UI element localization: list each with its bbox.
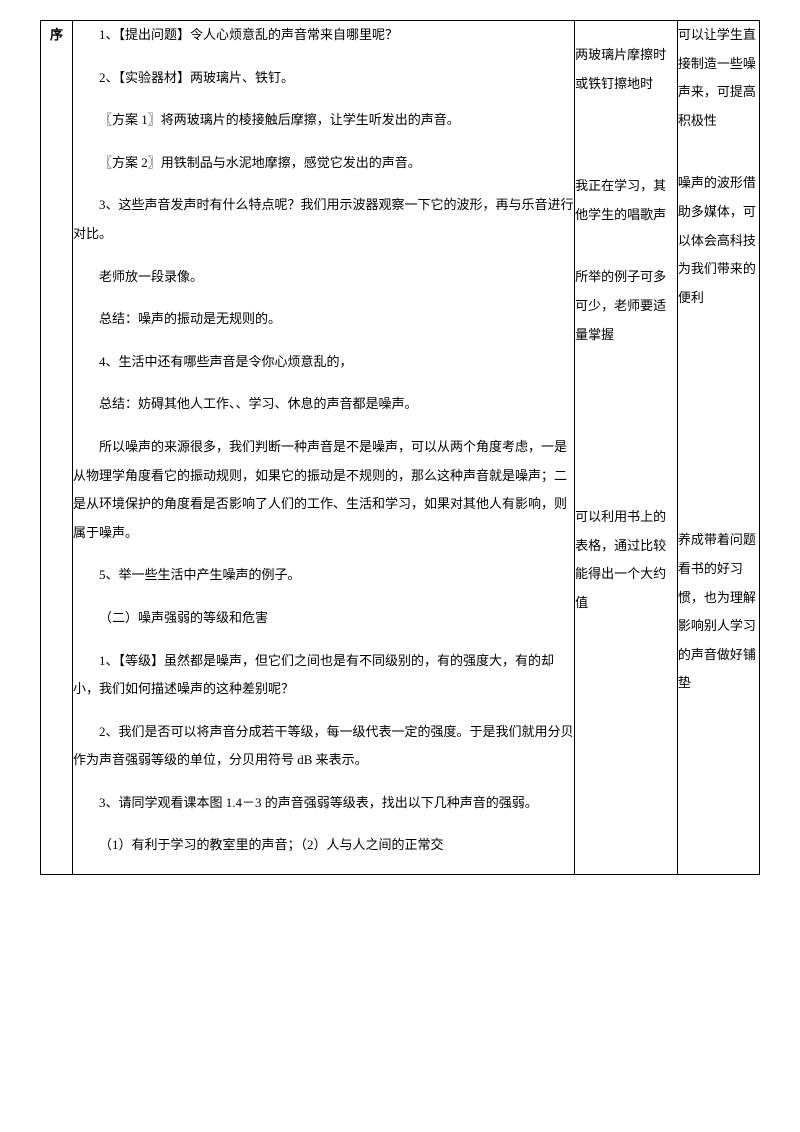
- row-header-cell: 序: [41, 21, 73, 875]
- lesson-plan-table: 序 1、【提出问题】令人心烦意乱的声音常来自哪里呢？ 2、【实验器材】两玻璃片、…: [40, 20, 760, 875]
- paragraph: 总结：噪声的振动是无规则的。: [73, 305, 574, 334]
- activity-note: 可以利用书上的表格，通过比较能得出一个大约值: [575, 503, 677, 617]
- row-header-text: 序: [50, 27, 63, 42]
- paragraph: 3、这些声音发声时有什么特点呢？我们用示波器观察一下它的波形，再与乐音进行对比。: [73, 191, 574, 248]
- activity-cell: 两玻璃片摩擦时或铁钉擦地时 我正在学习，其他学生的唱歌声 所举的例子可多可少，老…: [575, 21, 678, 875]
- activity-note: 所举的例子可多可少，老师要适量掌握: [575, 263, 677, 349]
- paragraph: 3、请同学观看课本图 1.4－3 的声音强弱等级表，找出以下几种声音的强弱。: [73, 789, 574, 818]
- remark-note: 噪声的波形借助多媒体，可以体会高科技为我们带来的便利: [678, 169, 759, 312]
- remark-note: 养成带着问题看书的好习惯，也为理解影响别人学习的声音做好铺垫: [678, 526, 759, 698]
- paragraph: 1、【提出问题】令人心烦意乱的声音常来自哪里呢？: [73, 21, 574, 50]
- paragraph: 4、生活中还有哪些声音是令你心烦意乱的，: [73, 348, 574, 377]
- paragraph: 2、【实验器材】两玻璃片、铁钉。: [73, 64, 574, 93]
- paragraph: 所以噪声的来源很多，我们判断一种声音是不是噪声，可以从两个角度考虑，一是从物理学…: [73, 433, 574, 547]
- remark-note: 可以让学生直接制造一些噪声来，可提高积极性: [678, 21, 759, 135]
- main-content-cell: 1、【提出问题】令人心烦意乱的声音常来自哪里呢？ 2、【实验器材】两玻璃片、铁钉…: [72, 21, 574, 875]
- section-heading: （二）噪声强弱的等级和危害: [73, 604, 574, 633]
- table-row: 序 1、【提出问题】令人心烦意乱的声音常来自哪里呢？ 2、【实验器材】两玻璃片、…: [41, 21, 760, 875]
- paragraph: 1、【等级】虽然都是噪声，但它们之间也是有不同级别的，有的强度大，有的却小，我们…: [73, 647, 574, 704]
- paragraph: 5、举一些生活中产生噪声的例子。: [73, 561, 574, 590]
- paragraph: 2、我们是否可以将声音分成若干等级，每一级代表一定的强度。于是我们就用分贝作为声…: [73, 718, 574, 775]
- remark-cell: 可以让学生直接制造一些噪声来，可提高积极性 噪声的波形借助多媒体，可以体会高科技…: [677, 21, 759, 875]
- activity-note: 两玻璃片摩擦时或铁钉擦地时: [575, 41, 677, 98]
- paragraph: （1）有利于学习的教室里的声音；（2）人与人之间的正常交: [73, 831, 574, 860]
- paragraph: 〖方案 1〗将两玻璃片的棱接触后摩擦，让学生听发出的声音。: [73, 106, 574, 135]
- paragraph: 〖方案 2〗用铁制品与水泥地摩擦，感觉它发出的声音。: [73, 149, 574, 178]
- paragraph: 总结：妨碍其他人工作、、学习、休息的声音都是噪声。: [73, 390, 574, 419]
- paragraph: 老师放一段录像。: [73, 263, 574, 292]
- activity-note: 我正在学习，其他学生的唱歌声: [575, 172, 677, 229]
